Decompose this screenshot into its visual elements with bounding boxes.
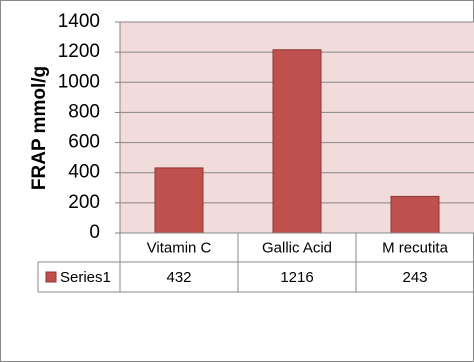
x-tick-label: Vitamin C [147, 239, 212, 256]
y-tick-label: 1000 [58, 71, 100, 92]
bar [154, 167, 204, 234]
x-tick-label: M recutita [382, 239, 449, 256]
bar [390, 195, 440, 234]
x-tick-label: Gallic Acid [262, 239, 332, 256]
y-tick-label: 1200 [58, 41, 100, 62]
legend-label: Series1 [60, 269, 111, 286]
y-tick-label: 600 [68, 132, 100, 153]
y-tick-label: 800 [68, 101, 100, 122]
y-axis-label: FRAP mmol/g [29, 66, 50, 190]
y-tick-label: 200 [68, 192, 100, 213]
table-value: 243 [402, 269, 427, 286]
legend-swatch [45, 271, 57, 283]
bar [272, 49, 322, 234]
table-value: 1216 [280, 269, 313, 286]
table-value: 432 [166, 269, 191, 286]
y-tick-label: 1400 [58, 11, 100, 32]
y-tick-label: 400 [68, 162, 100, 183]
y-tick-label: 0 [89, 222, 100, 243]
